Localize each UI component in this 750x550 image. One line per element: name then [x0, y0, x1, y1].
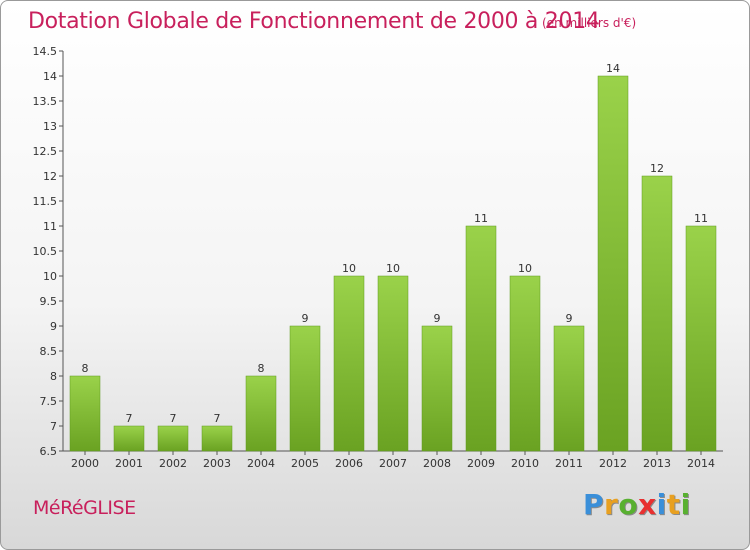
bar	[377, 275, 409, 452]
logo-letter: t	[666, 488, 681, 521]
logo-letter: P	[583, 488, 605, 521]
bar	[553, 325, 585, 452]
x-tick-label: 2005	[291, 457, 319, 470]
chart-labels: 8 2000 7 2001 7 2002 7 2003 8 2004 9 2005 10 2006 10 20…	[71, 62, 715, 470]
bar-value-label: 9	[302, 312, 309, 325]
y-tick-label: 7	[50, 420, 57, 433]
y-tick-label: 12.5	[33, 145, 58, 158]
bar-value-label: 9	[566, 312, 573, 325]
bar	[289, 325, 321, 452]
y-tick-label: 10.5	[33, 245, 58, 258]
bar-value-label: 7	[214, 412, 221, 425]
bar	[685, 225, 717, 452]
y-tick-label: 12	[43, 170, 57, 183]
x-tick-label: 2004	[247, 457, 275, 470]
bar	[465, 225, 497, 452]
chart-title: Dotation Globale de Fonctionnement de 20…	[28, 9, 600, 34]
y-tick-label: 7.5	[40, 395, 58, 408]
y-tick-label: 14	[43, 70, 57, 83]
x-tick-label: 2012	[599, 457, 627, 470]
bar	[113, 425, 145, 452]
x-tick-label: 2010	[511, 457, 539, 470]
bar	[421, 325, 453, 452]
bar-value-label: 8	[258, 362, 265, 375]
x-tick-label: 2001	[115, 457, 143, 470]
y-tick-label: 11	[43, 220, 57, 233]
y-tick-label: 8.5	[40, 345, 58, 358]
bar-value-label: 7	[170, 412, 177, 425]
y-tick-label: 11.5	[33, 195, 58, 208]
logo-letter: i	[656, 488, 667, 521]
y-tick-label: 10	[43, 270, 57, 283]
y-tick-label: 14.5	[33, 45, 58, 58]
x-tick-label: 2003	[203, 457, 231, 470]
x-tick-label: 2006	[335, 457, 363, 470]
bar-value-label: 7	[126, 412, 133, 425]
bar-value-label: 10	[518, 262, 532, 275]
x-tick-label: 2008	[423, 457, 451, 470]
y-tick-label: 9.5	[40, 295, 58, 308]
bar-value-label: 9	[434, 312, 441, 325]
bar-value-label: 10	[386, 262, 400, 275]
bar	[597, 75, 629, 452]
bar	[69, 375, 101, 452]
bar	[333, 275, 365, 452]
x-tick-label: 2007	[379, 457, 407, 470]
logo-letter: o	[618, 488, 639, 521]
bar-value-label: 8	[82, 362, 89, 375]
bar	[245, 375, 277, 452]
bar-value-label: 14	[606, 62, 620, 75]
logo-letter: x	[638, 488, 657, 521]
bar-value-label: 11	[474, 212, 488, 225]
x-tick-label: 2014	[687, 457, 715, 470]
bar	[201, 425, 233, 452]
chart-bars	[69, 75, 717, 452]
chart-subtitle: (en milliers d'€)	[542, 16, 637, 30]
bar-value-label: 10	[342, 262, 356, 275]
x-tick-label: 2002	[159, 457, 187, 470]
x-tick-label: 2011	[555, 457, 583, 470]
y-tick-label: 6.5	[40, 445, 58, 458]
bar-value-label: 12	[650, 162, 664, 175]
logo-letter: i	[680, 488, 691, 521]
y-tick-label: 9	[50, 320, 57, 333]
bar-value-label: 11	[694, 212, 708, 225]
x-tick-label: 2000	[71, 457, 99, 470]
proxiti-logo: Proxiti	[583, 488, 691, 521]
y-tick-label: 13	[43, 120, 57, 133]
bar	[157, 425, 189, 452]
commune-name: MéRéGLISE	[33, 497, 136, 519]
y-tick-label: 13.5	[33, 95, 58, 108]
chart-axes: 6.5 7 7.5 8 8.5 9 9.5 10 10.5 11 11.5 12 12.5 13 13.5 1…	[33, 45, 723, 458]
x-tick-label: 2013	[643, 457, 671, 470]
bar	[509, 275, 541, 452]
bar	[641, 175, 673, 452]
x-tick-label: 2009	[467, 457, 495, 470]
logo-letter: r	[604, 488, 619, 521]
y-tick-label: 8	[50, 370, 57, 383]
